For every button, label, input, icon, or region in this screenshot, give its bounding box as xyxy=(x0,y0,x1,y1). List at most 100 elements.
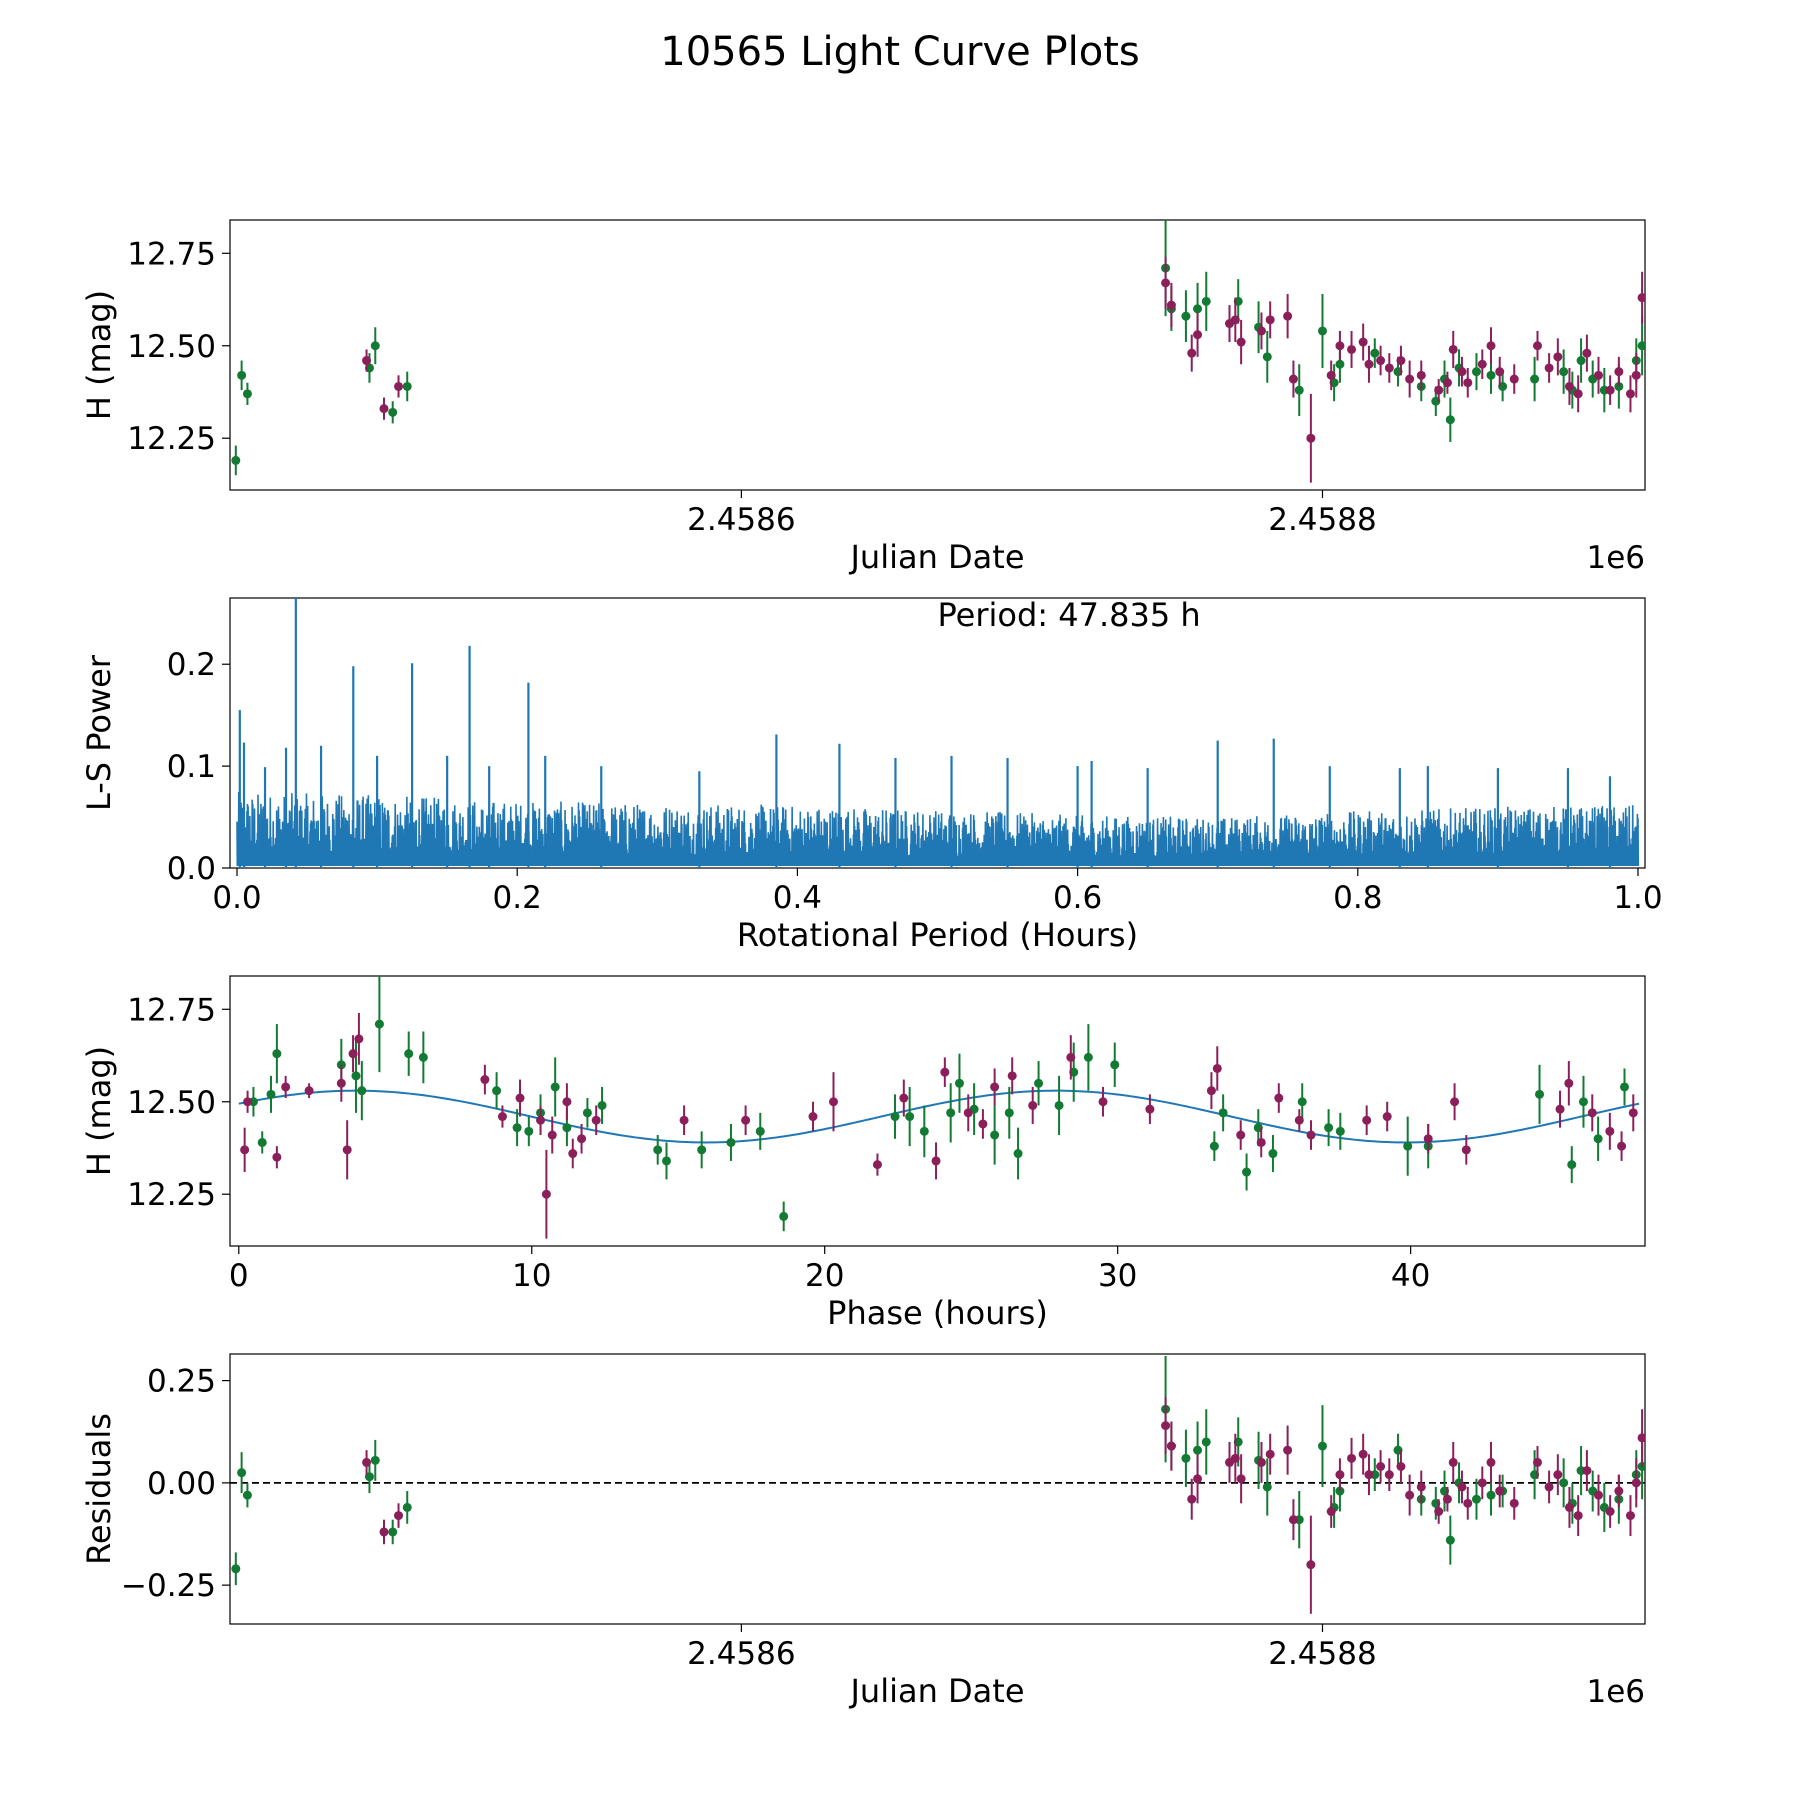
x-offset-label: 1e6 xyxy=(1586,540,1645,576)
magenta-data-point xyxy=(1098,1097,1108,1107)
magenta-data-point xyxy=(1306,1130,1316,1140)
magenta-data-point xyxy=(1477,1478,1487,1488)
y-tick-label: 0.2 xyxy=(167,647,216,683)
magenta-data-point xyxy=(1416,370,1426,380)
green-data-point xyxy=(231,1564,241,1574)
magenta-data-point xyxy=(828,1097,838,1107)
y-tick-label: 0.00 xyxy=(147,1466,216,1502)
data-points xyxy=(231,220,1645,483)
magenta-data-point xyxy=(679,1115,689,1125)
magenta-data-point xyxy=(536,1115,546,1125)
magenta-data-point xyxy=(1605,385,1615,395)
magenta-data-point xyxy=(394,1511,404,1521)
magenta-data-point xyxy=(1283,1445,1293,1455)
green-data-point xyxy=(755,1126,765,1136)
magenta-data-point xyxy=(963,1108,973,1118)
magenta-data-point xyxy=(1416,1482,1426,1492)
magenta-data-point xyxy=(1605,1507,1615,1516)
magenta-data-point xyxy=(1617,1141,1627,1151)
magenta-data-point xyxy=(1495,1486,1505,1496)
magenta-data-point xyxy=(1594,1490,1604,1500)
green-data-point xyxy=(1004,1108,1014,1118)
green-data-point xyxy=(1576,356,1586,366)
magenta-data-point xyxy=(1434,1507,1444,1516)
magenta-data-point xyxy=(1288,1515,1298,1525)
periodogram-curve xyxy=(236,598,1640,868)
green-data-point xyxy=(1294,385,1304,395)
magenta-data-point xyxy=(1628,1108,1638,1118)
green-data-point xyxy=(597,1100,607,1110)
periodogram-panel: 0.0 0.2 0.4 0.6 0.8 1.0 0.0 0.1 0.2 Rotational Pe… xyxy=(80,596,1663,954)
magenta-data-point xyxy=(1376,356,1386,366)
magenta-data-point xyxy=(1384,1470,1394,1480)
magenta-data-point xyxy=(1193,1474,1203,1484)
magenta-data-point xyxy=(1236,337,1246,347)
magenta-data-point xyxy=(1423,1134,1433,1144)
magenta-data-point xyxy=(1358,1449,1368,1459)
green-data-point xyxy=(1297,1097,1307,1107)
x-tick-label: 0 xyxy=(229,1258,249,1294)
magenta-data-point xyxy=(362,356,372,366)
magenta-data-point xyxy=(304,1086,314,1096)
x-tick-label: 0.6 xyxy=(1053,880,1102,916)
x-axis-label: Julian Date xyxy=(848,1672,1024,1710)
figure-title: 10565 Light Curve Plots xyxy=(660,29,1139,75)
y-tick-label: 12.50 xyxy=(127,1085,216,1121)
green-data-point xyxy=(1209,1141,1219,1151)
green-data-point xyxy=(402,1502,412,1512)
y-axis-label: L-S Power xyxy=(80,654,118,811)
magenta-data-point xyxy=(1614,367,1624,377)
green-data-point xyxy=(524,1126,534,1136)
magenta-data-point xyxy=(541,1189,551,1199)
axes-frame xyxy=(229,1353,1646,1625)
y-tick-label: 0.25 xyxy=(147,1364,216,1400)
residuals-panel: 2.45862.45882.45902.45922.4594−0.250.000… xyxy=(80,1353,1646,1710)
green-data-point xyxy=(1619,1082,1629,1092)
magenta-data-point xyxy=(1384,363,1394,373)
green-data-point xyxy=(266,1089,276,1099)
green-data-point xyxy=(1013,1149,1023,1159)
green-data-point xyxy=(653,1145,663,1155)
x-tick-label: 30 xyxy=(1098,1258,1137,1294)
magenta-data-point xyxy=(480,1075,490,1085)
green-data-point xyxy=(492,1086,502,1096)
x-tick-label: 20 xyxy=(805,1258,844,1294)
y-tick-label: 12.50 xyxy=(127,329,216,365)
magenta-data-point xyxy=(1573,1511,1583,1521)
green-data-point xyxy=(954,1078,964,1088)
magenta-data-point xyxy=(1347,1453,1357,1463)
green-data-point xyxy=(1201,1437,1211,1447)
magenta-data-point xyxy=(1166,300,1176,310)
magenta-data-point xyxy=(1358,337,1368,347)
magenta-data-point xyxy=(1335,1470,1345,1480)
magenta-data-point xyxy=(281,1082,291,1092)
green-data-point xyxy=(1637,341,1645,351)
magenta-data-point xyxy=(1335,341,1345,351)
magenta-data-point xyxy=(808,1112,818,1122)
magenta-data-point xyxy=(899,1093,909,1103)
x-tick-label: 10 xyxy=(512,1258,551,1294)
magenta-data-point xyxy=(1236,1130,1246,1140)
green-data-point xyxy=(1193,304,1203,314)
green-data-point xyxy=(242,1490,252,1500)
magenta-data-point xyxy=(1486,1457,1496,1467)
green-data-point xyxy=(1567,1160,1577,1170)
green-data-point xyxy=(357,1086,367,1096)
green-data-point xyxy=(237,370,247,380)
green-data-point xyxy=(237,1468,247,1478)
green-data-point xyxy=(374,1019,384,1029)
green-data-point xyxy=(272,1049,282,1059)
magenta-data-point xyxy=(1509,374,1519,384)
green-data-point xyxy=(1445,415,1455,425)
green-data-point xyxy=(370,1455,380,1465)
magenta-data-point xyxy=(1193,330,1203,340)
magenta-data-point xyxy=(1544,363,1554,373)
green-data-point xyxy=(1335,1126,1345,1136)
green-data-point xyxy=(351,1071,361,1081)
magenta-data-point xyxy=(990,1082,1000,1092)
y-tick-label: −0.25 xyxy=(121,1568,216,1604)
green-data-point xyxy=(418,1052,428,1062)
magenta-data-point xyxy=(1288,374,1298,384)
magenta-data-point xyxy=(1605,1126,1615,1136)
data-points xyxy=(231,1356,1645,1614)
